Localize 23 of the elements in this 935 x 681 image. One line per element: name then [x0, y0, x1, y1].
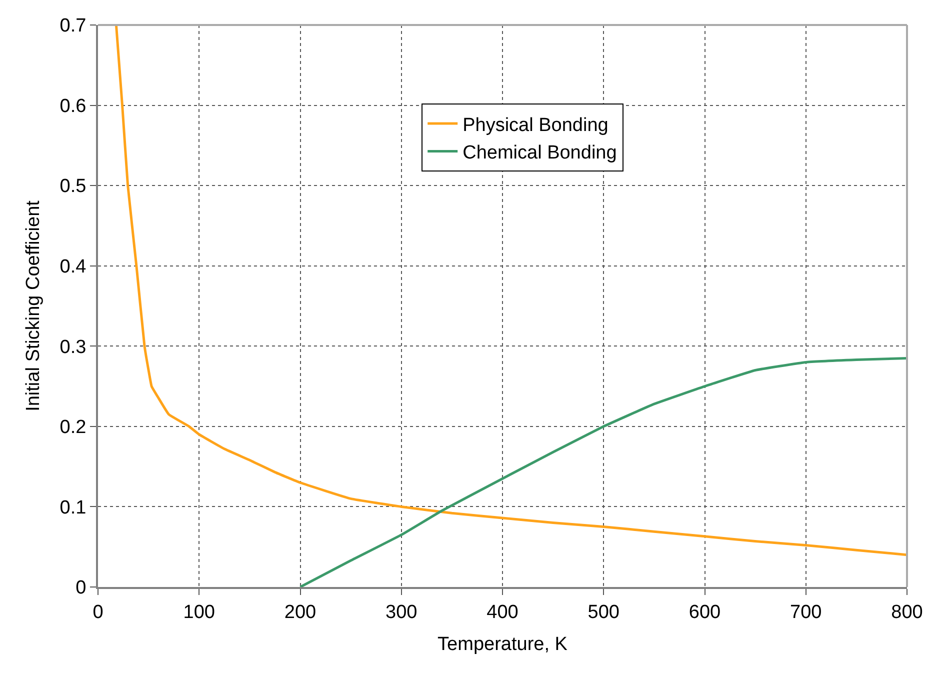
legend-label: Chemical Bonding: [462, 142, 617, 164]
x-axis-title: Temperature, K: [438, 634, 568, 656]
y-tick-label: 0: [76, 578, 86, 599]
y-tick-label: 0.6: [60, 96, 86, 117]
y-tick-label: 0.4: [60, 256, 87, 278]
legend-label: Physical Bonding: [462, 114, 608, 136]
line-series: [114, 25, 907, 556]
x-tick-label: 700: [790, 602, 822, 623]
x-tick-label: 600: [688, 602, 721, 623]
x-tick-label: 0: [92, 602, 104, 623]
x-tick-label: 300: [386, 602, 418, 623]
y-tick-label: 0.2: [60, 417, 86, 438]
x-tick-label: 400: [486, 602, 518, 623]
x-tick-label: 200: [284, 602, 316, 623]
line-series: [299, 356, 907, 587]
y-tick-label: 0.5: [60, 176, 86, 198]
x-tick-label: 500: [588, 602, 620, 623]
x-tick-label: 100: [183, 602, 215, 623]
y-tick-label: 0.7: [60, 16, 86, 37]
y-tick-label: 0.3: [60, 336, 86, 358]
x-tick-label: 800: [891, 602, 923, 623]
y-axis-title: Initial Sticking Coefficient: [23, 200, 44, 412]
y-tick-label: 0.1: [60, 497, 86, 518]
